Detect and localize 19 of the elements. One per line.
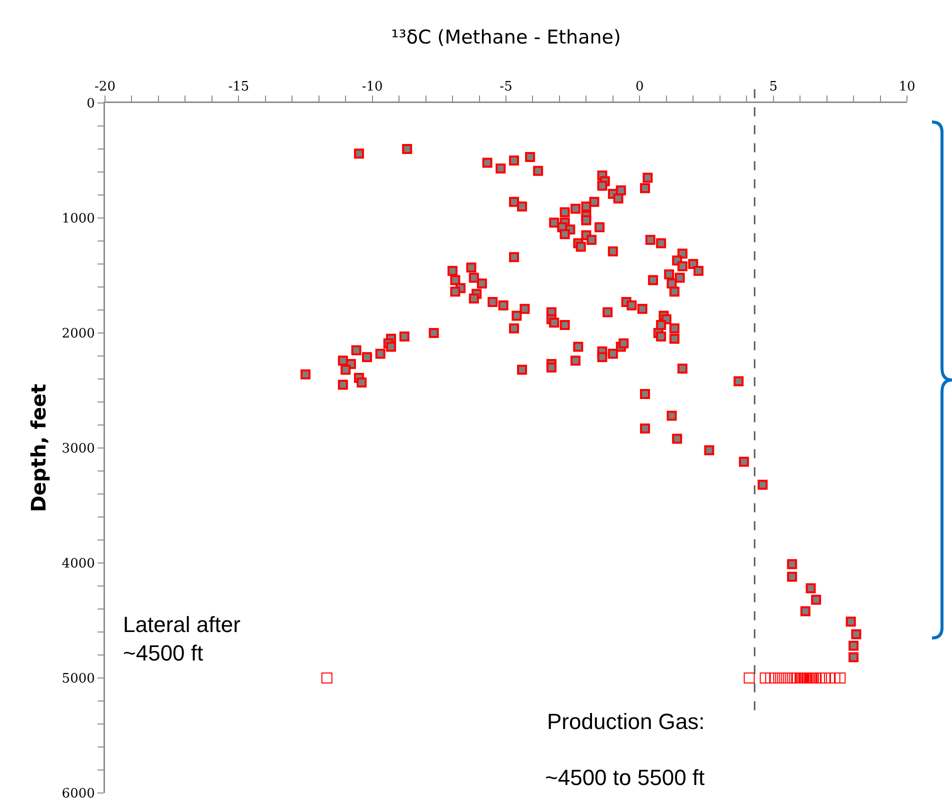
x-tick-label: 0 bbox=[636, 79, 644, 94]
y-tick-label: 0 bbox=[86, 96, 95, 112]
y-tick-label: 2000 bbox=[62, 326, 95, 342]
y-tick-label: 5000 bbox=[62, 672, 95, 687]
x-tick-label: 5 bbox=[769, 79, 778, 94]
x-tick-label: -10 bbox=[362, 79, 383, 94]
y-tick-label: 6000 bbox=[62, 786, 95, 802]
annotation: Lateral after ~4500 ft bbox=[123, 612, 240, 666]
x-tick-label: -5 bbox=[500, 79, 512, 94]
annotation: Production Gas: bbox=[547, 709, 705, 734]
y-tick-label: 3000 bbox=[62, 442, 95, 457]
y-axis-title: Depth, feet bbox=[26, 383, 51, 512]
x-axis-title: ¹³δC (Methane - Ethane) bbox=[391, 26, 621, 48]
x-tick-label: -20 bbox=[94, 79, 116, 94]
x-tick-label: -15 bbox=[228, 79, 250, 94]
y-tick-label: 4000 bbox=[62, 556, 95, 572]
x-tick-label: 10 bbox=[898, 79, 916, 94]
y-tick-label: 1000 bbox=[62, 212, 95, 227]
annotation: ~4500 to 5500 ft bbox=[545, 765, 705, 790]
